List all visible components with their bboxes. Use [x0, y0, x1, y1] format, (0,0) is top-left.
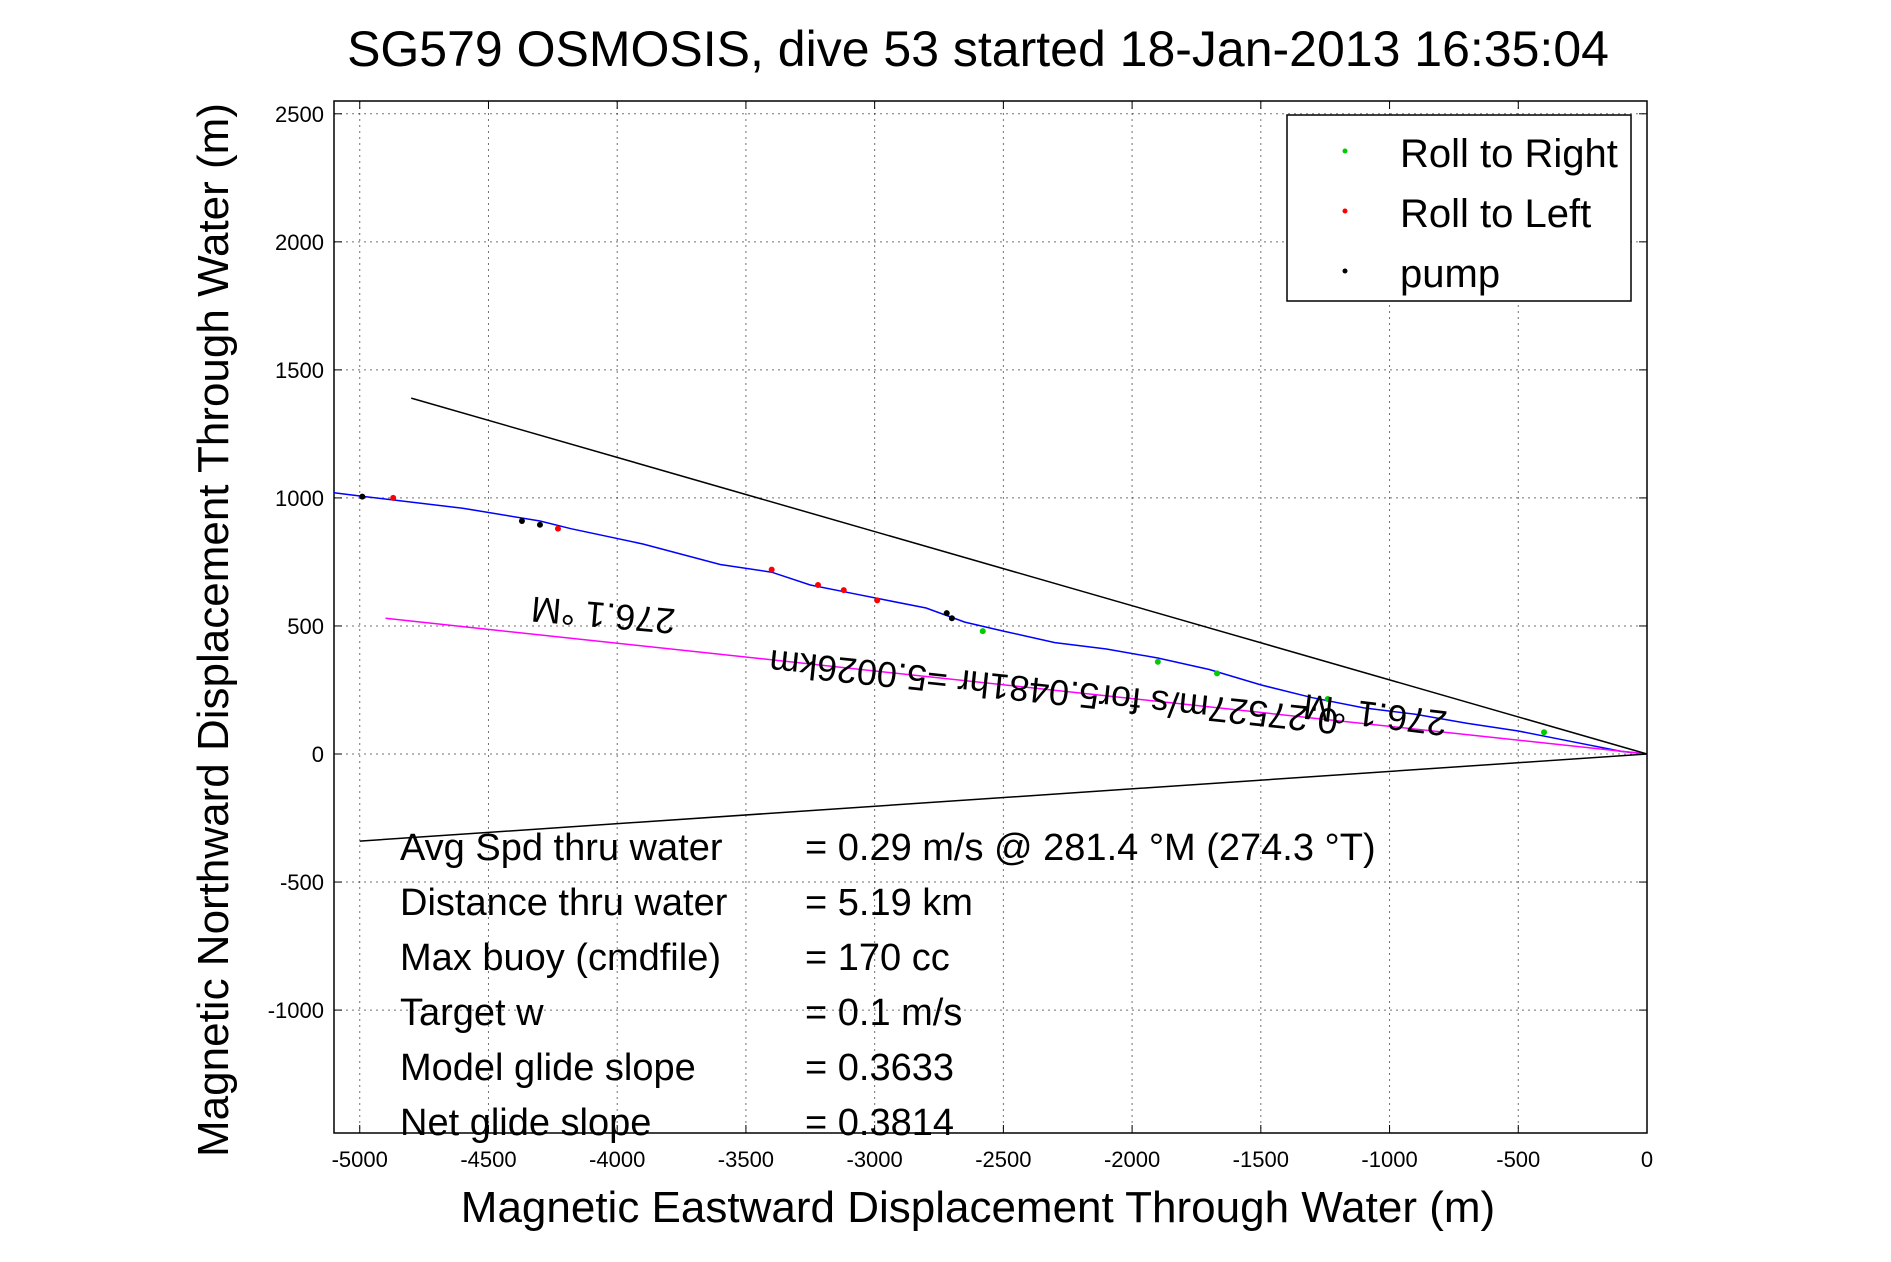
x-tick-label: -2500 [975, 1147, 1031, 1172]
dive-statistics: Avg Spd thru water = 0.29 m/s @ 281.4 °M … [400, 827, 1376, 1144]
y-tick-label: -500 [280, 870, 324, 895]
series-lines [333, 397, 1648, 842]
roll_right-marker [979, 628, 986, 635]
pump-marker [948, 615, 955, 622]
stat-value: = 170 cc [805, 937, 950, 979]
stat-label: Distance thru water [400, 882, 728, 924]
legend-marker [1342, 208, 1348, 214]
y-tick-label: 2000 [275, 230, 324, 255]
chart-title: SG579 OSMOSIS, dive 53 started 18-Jan-20… [347, 21, 1609, 77]
legend-label: pump [1400, 252, 1500, 296]
stat-value: = 0.3633 [805, 1047, 954, 1089]
pump-marker [359, 493, 366, 500]
x-tick-label: -3000 [847, 1147, 903, 1172]
x-tick-label: -1000 [1361, 1147, 1417, 1172]
stat-label: Model glide slope [400, 1047, 696, 1089]
x-tick-label: -4000 [589, 1147, 645, 1172]
y-tick-label: 500 [287, 614, 324, 639]
y-tick-label: 1500 [275, 358, 324, 383]
grid [334, 101, 1647, 1133]
stat-label: Avg Spd thru water [400, 827, 723, 869]
roll_left-marker [768, 566, 775, 573]
legend-label: Roll to Right [1400, 132, 1618, 176]
roll_left-marker [840, 587, 847, 594]
roll_left-marker [554, 525, 561, 532]
legend: Roll to Right Roll to Left pump [1286, 114, 1632, 302]
axis-ticks: -5000 -4500 -4000 -3500 -3000 -2500 -2000 -1500… [268, 101, 1653, 1172]
legend-marker [1342, 268, 1348, 274]
x-tick-label: -2000 [1104, 1147, 1160, 1172]
legend-label: Roll to Left [1400, 192, 1591, 236]
roll_right-marker [1154, 658, 1161, 665]
y-tick-label: 0 [312, 742, 324, 767]
series-line-1 [385, 617, 1648, 755]
y-tick-label: 2500 [275, 102, 324, 127]
roll_right-marker [1214, 670, 1221, 677]
y-tick-label: 1000 [275, 486, 324, 511]
roll_left-marker [815, 581, 822, 588]
stat-label: Target w [400, 992, 544, 1034]
legend-marker [1342, 148, 1348, 154]
x-axis-label: Magnetic Eastward Displacement Through W… [461, 1183, 1495, 1232]
stat-label: Max buoy (cmdfile) [400, 937, 721, 979]
y-axis-label: Magnetic Northward Displacement Through … [189, 103, 238, 1157]
x-tick-label: -3500 [718, 1147, 774, 1172]
stat-value: = 5.19 km [805, 882, 973, 924]
x-tick-label: -1500 [1233, 1147, 1289, 1172]
series-markers [359, 493, 1548, 736]
pump-marker [536, 521, 543, 528]
axes-box [333, 100, 1648, 1134]
x-tick-label: -500 [1496, 1147, 1540, 1172]
roll_right-marker [1541, 729, 1548, 736]
x-tick-label: -4500 [460, 1147, 516, 1172]
roll_right-marker [1324, 695, 1331, 702]
roll_left-marker [874, 597, 881, 604]
series-line-0 [333, 492, 1648, 755]
y-tick-label: -1000 [268, 998, 324, 1023]
stat-value: = 0.3814 [805, 1102, 954, 1144]
x-tick-label: 0 [1641, 1147, 1653, 1172]
stat-value: = 0.1 m/s [805, 992, 962, 1034]
stat-label: Net glide slope [400, 1102, 651, 1144]
series-line-2 [359, 397, 1648, 842]
pump-marker [943, 610, 950, 617]
stat-value: = 0.29 m/s @ 281.4 °M (274.3 °T) [805, 827, 1376, 869]
x-tick-label: -5000 [332, 1147, 388, 1172]
pump-marker [518, 517, 525, 524]
roll_left-marker [390, 494, 397, 501]
